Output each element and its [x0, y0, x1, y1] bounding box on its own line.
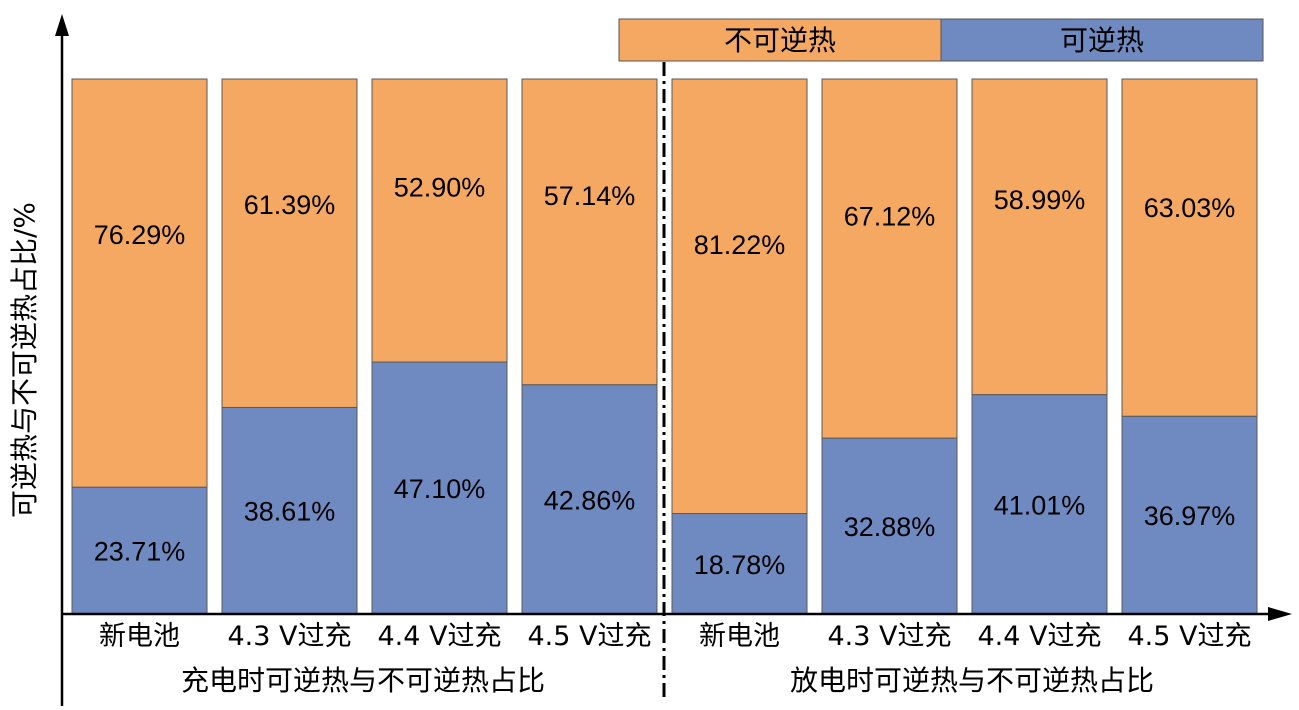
category-label: 4.3 V过充: [828, 621, 952, 652]
bar-reversible: [971, 394, 1108, 615]
legend-swatch-irreversible: [618, 18, 942, 62]
y-axis-arrow: [55, 14, 69, 36]
value-label-reversible: 32.88%: [844, 512, 936, 542]
bar-irreversible: [71, 78, 208, 488]
bar-reversible: [521, 384, 658, 615]
legend: 不可逆热 可逆热: [618, 18, 1264, 62]
value-label-irreversible: 58.99%: [994, 185, 1086, 215]
bar-irreversible: [521, 78, 658, 386]
bar-irreversible: [671, 78, 808, 515]
value-label-irreversible: 57.14%: [544, 181, 636, 211]
bar-reversible: [1121, 415, 1258, 615]
value-label-reversible: 41.01%: [994, 490, 1086, 520]
value-label-irreversible: 81.22%: [694, 230, 786, 260]
legend-label-reversible: 可逆热: [1060, 24, 1144, 57]
value-label-irreversible: 76.29%: [94, 220, 186, 250]
bar-irreversible: [821, 78, 958, 439]
category-label: 4.3 V过充: [228, 621, 352, 652]
value-label-irreversible: 61.39%: [244, 190, 336, 220]
bars-layer: [71, 78, 1258, 615]
category-label: 4.4 V过充: [978, 621, 1102, 652]
value-label-irreversible: 67.12%: [844, 201, 936, 231]
category-label: 4.4 V过充: [378, 621, 502, 652]
value-label-reversible: 38.61%: [244, 497, 336, 527]
category-label: 4.5 V过充: [1128, 621, 1252, 652]
group-label-discharge: 放电时可逆热与不可逆热占比: [790, 664, 1154, 697]
category-label: 新电池: [699, 621, 780, 652]
y-axis-label: 可逆热与不可逆热占比/%: [8, 202, 41, 518]
bar-reversible: [71, 486, 208, 615]
bar-irreversible: [371, 78, 508, 363]
group-label-charge: 充电时可逆热与不可逆热占比: [181, 664, 545, 697]
value-label-reversible: 36.97%: [1144, 501, 1236, 531]
category-labels: 新电池 4.3 V过充 4.4 V过充 4.5 V过充 新电池 4.3 V过充 4.4 V过…: [99, 621, 1252, 652]
value-label-reversible: 18.78%: [694, 550, 786, 580]
bar-irreversible: [1121, 78, 1258, 417]
x-axis-arrow: [1268, 607, 1292, 621]
value-label-irreversible: 63.03%: [1144, 193, 1236, 223]
value-label-reversible: 47.10%: [394, 474, 486, 504]
value-labels-layer: 76.29% 23.71% 61.39% 38.61% 52.90% 47.10% 57.1…: [94, 173, 1236, 580]
category-label: 4.5 V过充: [528, 621, 652, 652]
bar-irreversible: [971, 78, 1108, 396]
bar-reversible: [371, 361, 508, 615]
bar-reversible: [821, 437, 958, 615]
category-label: 新电池: [99, 621, 180, 652]
value-label-irreversible: 52.90%: [394, 173, 486, 203]
bar-irreversible: [221, 78, 358, 408]
value-label-reversible: 42.86%: [544, 485, 636, 515]
legend-swatch-reversible: [940, 18, 1264, 62]
legend-label-irreversible: 不可逆热: [724, 24, 836, 57]
value-label-reversible: 23.71%: [94, 537, 186, 567]
